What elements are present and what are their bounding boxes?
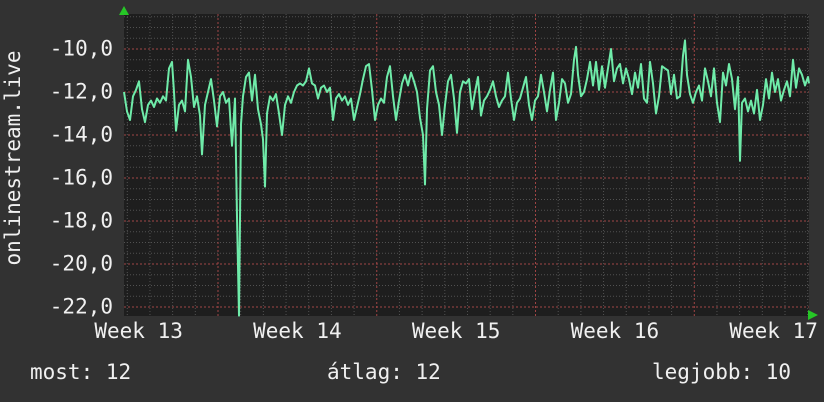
y-axis-tick-label: -22,0 <box>49 294 113 319</box>
x-axis-tick-label: Week 13 <box>94 319 183 343</box>
x-axis-arrow-icon <box>808 310 818 320</box>
legend-most: most: 12 <box>30 360 132 384</box>
legend-atlag: átlag: 12 <box>327 360 441 384</box>
y-axis-arrow-icon <box>119 6 129 15</box>
y-axis-tick-label: -18,0 <box>49 208 113 233</box>
data-line <box>123 39 810 317</box>
y-axis-tick-label: -12,0 <box>49 79 113 104</box>
y-axis-tick-label: -20,0 <box>49 251 113 276</box>
x-axis-tick-label: Week 15 <box>411 319 501 343</box>
y-axis-tick-label: -10,0 <box>49 36 113 61</box>
y-axis-tick-label: -14,0 <box>49 122 113 147</box>
x-axis-tick-label: Week 14 <box>253 319 342 343</box>
legend-legjobb: legjobb: 10 <box>652 360 792 384</box>
x-axis-tick-label: Week 17 <box>729 319 818 343</box>
y-axis-tick-label: -16,0 <box>49 165 113 190</box>
x-axis-tick-label: Week 16 <box>570 319 660 343</box>
